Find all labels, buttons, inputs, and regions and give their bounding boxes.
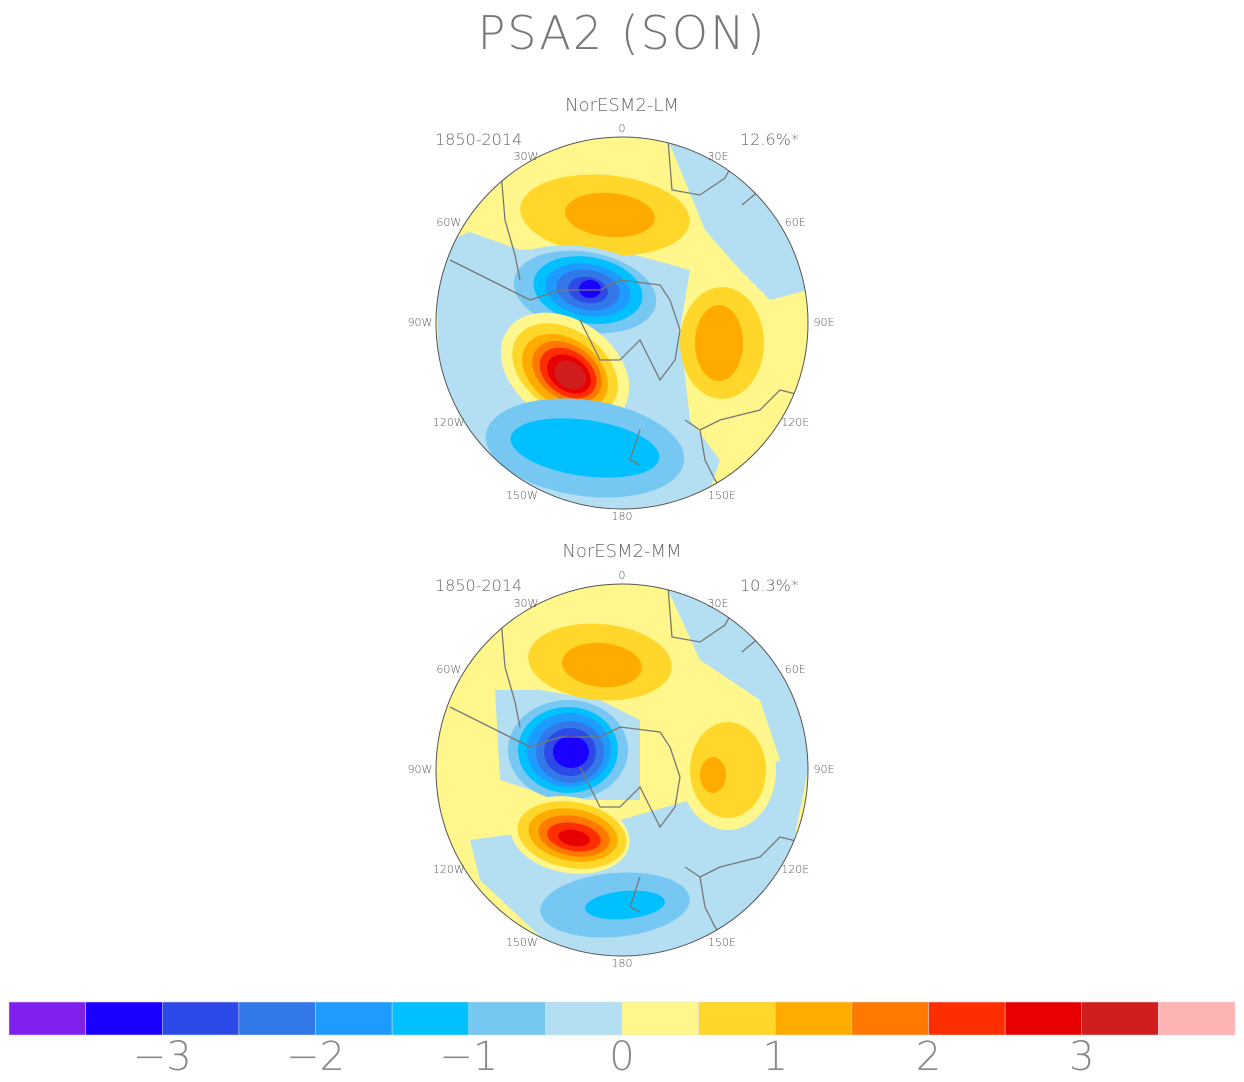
colorbar-box — [85, 1001, 163, 1036]
contour-fill — [565, 192, 655, 238]
longitude-label: 120E — [781, 416, 810, 429]
panel-2-period: 1850-2014 — [435, 576, 523, 595]
colorbar-box — [698, 1001, 776, 1036]
figure-title: PSA2 (SON) — [477, 6, 767, 60]
contour-fill — [585, 890, 665, 920]
colorbar-box — [315, 1001, 393, 1036]
longitude-label: 0 — [618, 122, 626, 135]
longitude-label: 60W — [436, 663, 462, 676]
contour-fill — [558, 829, 590, 847]
map-boundary — [435, 583, 809, 957]
longitude-label: 180 — [611, 957, 633, 970]
longitude-label: 90E — [813, 316, 835, 329]
colorbar-tick-label: 0 — [609, 1034, 635, 1080]
longitude-label: 120E — [781, 863, 810, 876]
map-panel-2 — [436, 584, 808, 956]
colorbar-box — [8, 1001, 86, 1036]
colorbar-tick-label: 1 — [762, 1034, 788, 1080]
contour-fill — [700, 757, 726, 793]
longitude-label: 150W — [506, 936, 538, 950]
contour-fill — [554, 360, 586, 390]
contour-fill — [690, 722, 766, 818]
colorbar-box — [928, 1001, 1006, 1036]
longitude-label: 150W — [506, 489, 538, 503]
longitude-label: 60E — [784, 663, 806, 676]
panel-1-period: 1850-2014 — [435, 130, 523, 149]
colorbar-box — [391, 1001, 469, 1036]
longitude-label: 60W — [436, 216, 462, 229]
colorbar-box — [1158, 1001, 1236, 1036]
coastline — [449, 259, 681, 382]
colorbar-tick-label: 2 — [915, 1034, 942, 1080]
longitude-label: 150E — [708, 936, 736, 950]
colorbar-box — [775, 1001, 853, 1036]
coastline — [499, 159, 521, 281]
panel-2-variance: 10.3%* — [740, 576, 799, 595]
longitude-label: 0 — [618, 569, 626, 582]
coastline — [684, 836, 801, 878]
longitude-label: 180 — [611, 510, 633, 523]
colorbar-box — [1081, 1001, 1159, 1036]
longitude-label: 30W — [513, 149, 539, 163]
coastline — [449, 706, 681, 829]
colorbar-tick-label: 3 — [1069, 1034, 1095, 1080]
contour-fill — [579, 280, 601, 298]
panel-1-variance: 12.6%* — [740, 130, 799, 149]
coastline — [629, 429, 641, 466]
panel-2-title: NorESM2-MM — [562, 541, 682, 562]
colorbar-box — [621, 1001, 699, 1036]
contour-fill — [510, 418, 660, 478]
longitude-label: 90W — [407, 763, 433, 776]
map-panel-1 — [436, 137, 808, 509]
colorbar-tick-label: −1 — [439, 1034, 499, 1080]
contour-fill — [695, 305, 743, 381]
colorbar-tick-label: −2 — [286, 1034, 345, 1080]
longitude-label: 120W — [432, 416, 465, 429]
coastline — [629, 876, 641, 913]
longitude-label: 60E — [784, 216, 806, 229]
longitude-label: 30E — [707, 149, 729, 163]
longitude-label: 30E — [707, 596, 729, 610]
colorbar-box — [468, 1001, 546, 1036]
anomaly-region — [668, 140, 808, 300]
colorbar-box — [545, 1001, 623, 1036]
longitude-label: 120W — [432, 863, 465, 876]
colorbar-box — [238, 1001, 316, 1036]
longitude-label: 90W — [407, 316, 433, 329]
contour-fill — [562, 642, 642, 688]
colorbar-tick-label: −3 — [132, 1034, 192, 1080]
colorbar-box — [162, 1001, 240, 1036]
colorbar-box — [1004, 1001, 1082, 1036]
longitude-label: 150E — [708, 489, 736, 503]
coastline — [499, 606, 521, 728]
panel-1-title: NorESM2-LM — [565, 95, 679, 116]
contour-fill — [553, 736, 589, 768]
longitude-label: 90E — [813, 763, 835, 776]
coastline — [684, 389, 801, 431]
longitude-label: 30W — [513, 596, 539, 610]
colorbar-box — [851, 1001, 929, 1036]
map-boundary — [435, 136, 809, 510]
